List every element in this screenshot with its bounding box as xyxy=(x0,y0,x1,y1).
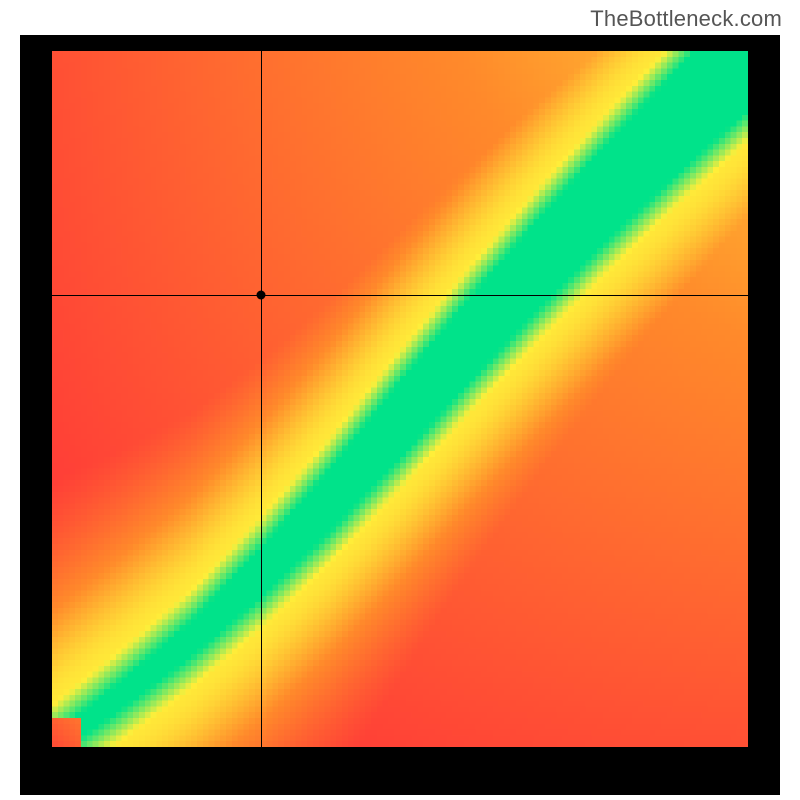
crosshair-horizontal xyxy=(52,295,748,296)
chart-container: TheBottleneck.com xyxy=(0,0,800,800)
marker-dot xyxy=(256,290,265,299)
watermark-text: TheBottleneck.com xyxy=(590,6,782,32)
heatmap-canvas xyxy=(52,51,748,747)
plot-frame xyxy=(20,35,780,795)
crosshair-vertical xyxy=(261,51,262,747)
plot-area xyxy=(52,51,748,747)
